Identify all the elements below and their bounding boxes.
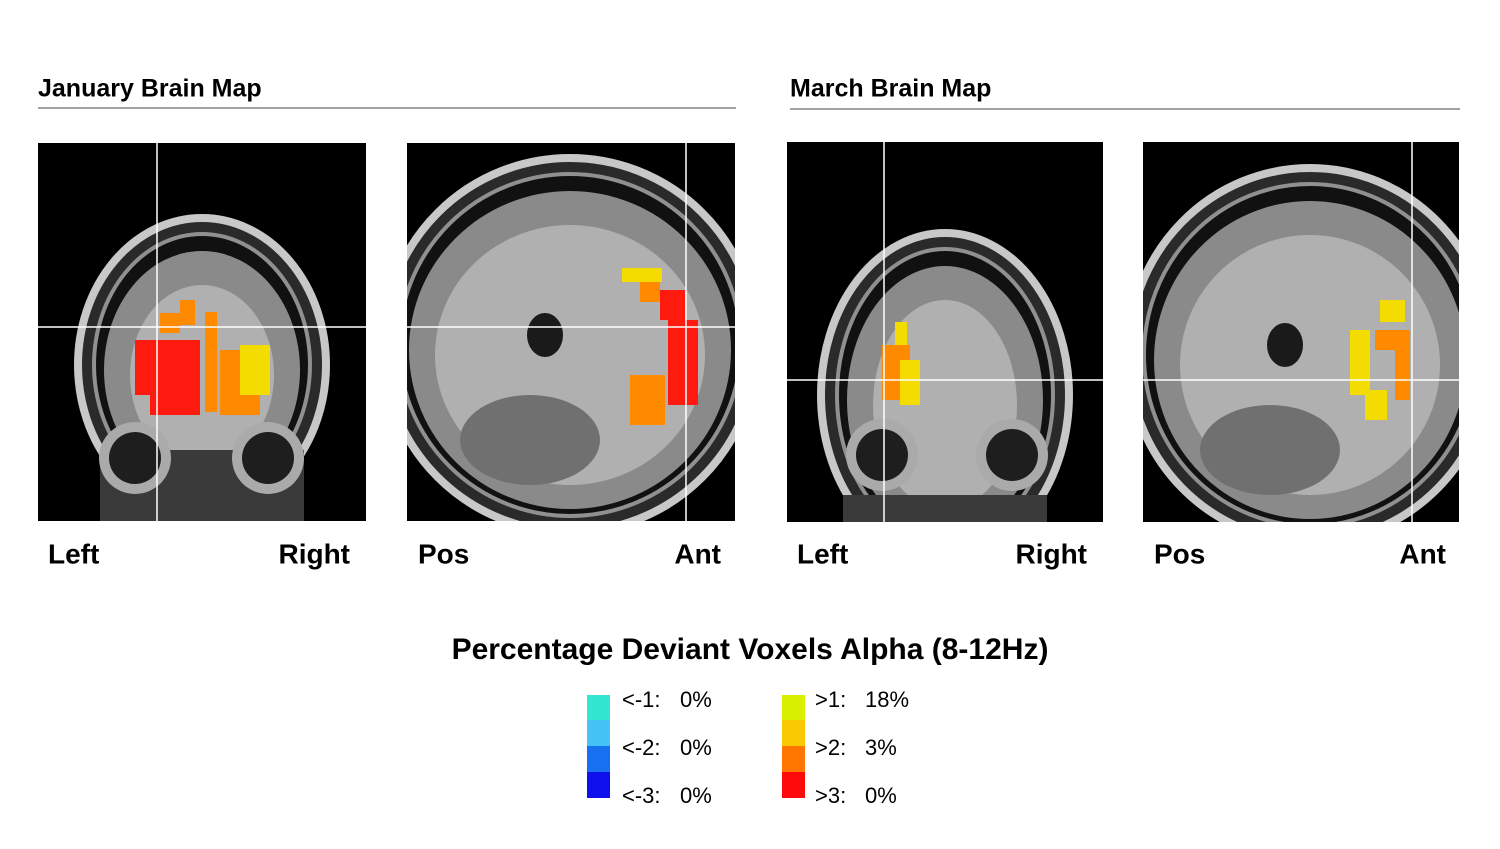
legend-label: >3:	[815, 783, 846, 808]
legend-value: 0%	[680, 687, 712, 712]
legend-label: >2:	[815, 735, 846, 760]
brain-image	[38, 143, 366, 521]
activation	[900, 360, 920, 405]
view-label: Pos	[418, 538, 469, 569]
legend-title: Percentage Deviant Voxels Alpha (8-12Hz)	[452, 633, 1049, 666]
legend-label: <-1:	[622, 687, 661, 712]
legend-value: 0%	[865, 783, 897, 808]
activation	[1350, 330, 1370, 395]
eye	[109, 432, 161, 484]
activation	[160, 313, 180, 333]
activation	[660, 290, 685, 320]
activation	[668, 320, 698, 405]
view-label: Pos	[1154, 538, 1205, 569]
brain-image	[407, 143, 735, 521]
brain-image	[787, 142, 1103, 522]
brain-image	[1143, 142, 1459, 522]
activation	[180, 390, 195, 415]
ventricle	[527, 313, 563, 357]
view-label: Ant	[1399, 538, 1446, 569]
legend-label: <-2:	[622, 735, 661, 760]
view-label: Left	[48, 538, 99, 569]
legend-value: 3%	[865, 735, 897, 760]
panel-title: January Brain Map	[38, 75, 262, 103]
legend-value: 0%	[680, 783, 712, 808]
activation	[1395, 345, 1410, 400]
legend-label: <-3:	[622, 783, 661, 808]
activation	[895, 322, 907, 352]
eye	[242, 432, 294, 484]
activation	[180, 300, 195, 325]
legend-label: >1:	[815, 687, 846, 712]
activation	[622, 268, 662, 282]
legend-swatch-negative	[587, 695, 610, 798]
panel-title: March Brain Map	[790, 75, 991, 103]
legend-value: 18%	[865, 687, 909, 712]
activation	[240, 345, 270, 395]
cerebellum	[460, 395, 600, 485]
eye	[986, 429, 1038, 481]
cerebellum	[1200, 405, 1340, 495]
ventricle	[1267, 323, 1303, 367]
activation	[1380, 300, 1405, 322]
view-label: Ant	[674, 538, 721, 569]
view-label: Right	[1015, 538, 1087, 569]
legend-value: 0%	[680, 735, 712, 760]
activation	[205, 312, 217, 412]
face	[843, 495, 1047, 522]
view-label: Right	[278, 538, 350, 569]
legend-swatch-positive	[782, 695, 805, 798]
eye	[856, 429, 908, 481]
activation	[630, 375, 665, 425]
activation	[1365, 390, 1387, 420]
activation	[640, 282, 660, 302]
view-label: Left	[797, 538, 848, 569]
